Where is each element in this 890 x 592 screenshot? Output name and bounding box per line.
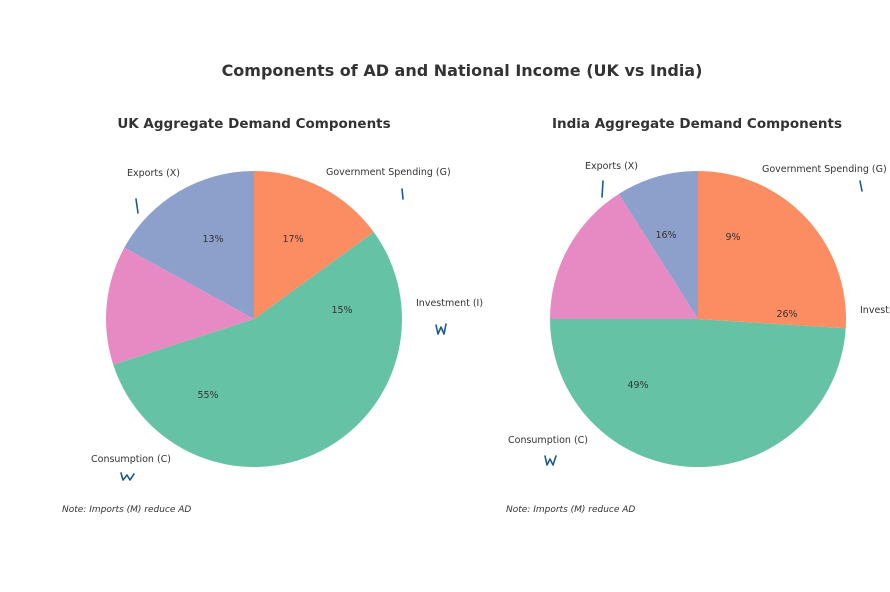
india-consumption-pen-mark [544,455,557,466]
uk-slice-consumption [113,232,403,468]
figure-title: Components of AD and National Income (UK… [222,61,703,80]
uk-slice-government-spending [124,171,254,319]
india-label-investment: Investment (I) [860,305,890,316]
uk-pie-slices [105,171,403,468]
uk-pie-chart: UK Aggregate Demand Components Governmen… [62,116,483,515]
india-slice-consumption [549,319,846,468]
uk-chart-title: UK Aggregate Demand Components [117,116,390,132]
uk-exports-pen-mark [135,198,139,214]
uk-government-pen-mark [401,188,404,200]
india-pct-exports: 16% [655,230,676,241]
uk-consumption-pen-mark [120,472,135,481]
uk-investment-pen-mark [435,323,447,335]
india-pct-government-spending: 9% [725,232,740,243]
india-pie-slices [549,171,847,468]
india-pct-consumption: 49% [627,380,648,391]
india-label-government-spending: Government Spending (G) [762,164,887,175]
uk-slice-exports [105,247,254,365]
india-slice-government-spending [618,171,698,319]
india-label-exports: Exports (X) [585,161,638,172]
uk-pct-consumption: 55% [197,390,218,401]
uk-note: Note: Imports (M) reduce AD [62,505,191,515]
india-chart-title: India Aggregate Demand Components [552,116,842,132]
uk-label-consumption: Consumption (C) [91,454,171,465]
india-government-pen-mark [859,180,863,192]
india-slice-exports [550,194,698,319]
uk-slice-investment [254,171,374,319]
uk-pct-exports: 13% [202,234,223,245]
india-exports-pen-mark [601,180,604,198]
uk-label-government-spending: Government Spending (G) [326,167,451,178]
india-label-consumption: Consumption (C) [508,435,588,446]
uk-label-investment: Investment (I) [416,298,483,309]
uk-label-exports: Exports (X) [127,168,180,179]
india-note: Note: Imports (M) reduce AD [506,505,635,515]
uk-pct-government-spending: 17% [282,234,303,245]
india-pct-investment: 26% [776,309,797,320]
india-pie-chart: India Aggregate Demand Components Govern… [506,116,890,515]
india-slice-investment [698,171,847,329]
uk-pct-investment: 15% [331,305,352,316]
